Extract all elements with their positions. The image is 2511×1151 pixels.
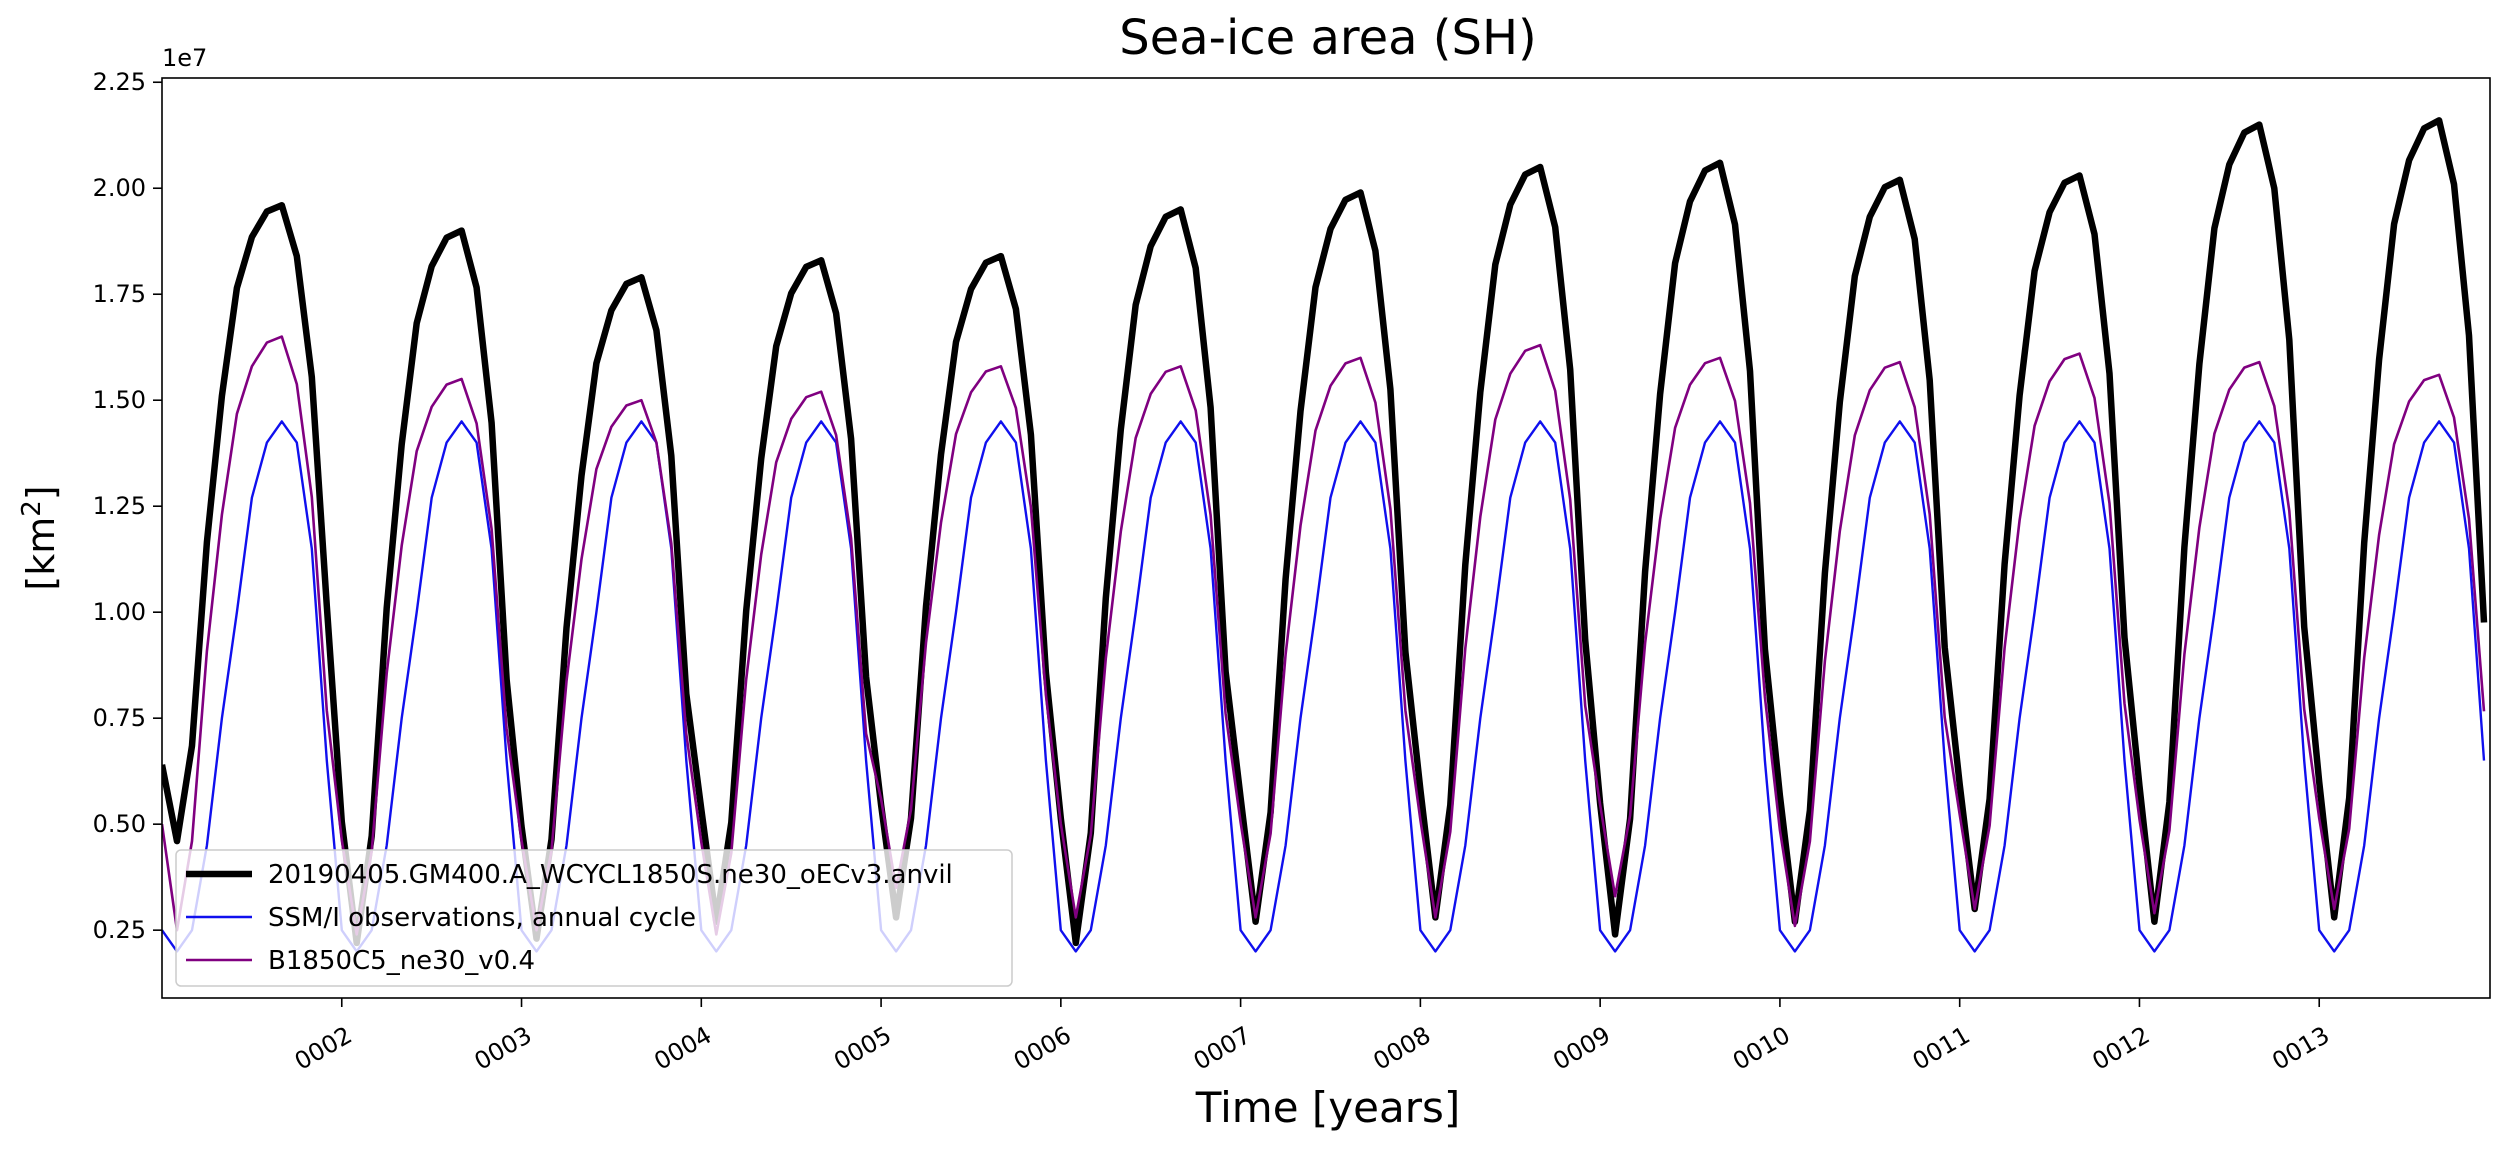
y-tick-label: 1.75 bbox=[93, 280, 146, 308]
y-tick-label: 1.50 bbox=[93, 386, 146, 414]
y-offset-label: 1e7 bbox=[162, 44, 207, 72]
y-tick-label: 1.00 bbox=[93, 598, 146, 626]
y-axis: 0.25 0.50 0.75 1.00 1.25 1.50 1.75 2.00 2.25 bbox=[93, 68, 162, 944]
legend-box bbox=[175, 849, 1013, 987]
y-tick-label: 0.75 bbox=[93, 704, 146, 732]
y-tick-label: 0.50 bbox=[93, 810, 146, 838]
legend: 20190405.GM400.A_WCYCL1850S.ne30_oECv3.a… bbox=[175, 849, 1013, 987]
legend-label-b1850: B1850C5_ne30_v0.4 bbox=[268, 946, 535, 976]
y-tick-label: 2.00 bbox=[93, 174, 146, 202]
plot-frame bbox=[161, 77, 2491, 999]
chart-title: Sea-ice area (SH) bbox=[1119, 10, 1537, 66]
y-tick-label: 1.25 bbox=[93, 492, 146, 520]
legend-label-observations: SSM/I observations, annual cycle bbox=[268, 903, 696, 933]
y-tick-label: 0.25 bbox=[93, 916, 146, 944]
y-axis-label: [km2] bbox=[17, 485, 63, 590]
y-tick-label: 2.25 bbox=[93, 68, 146, 96]
x-axis-label: Time [years] bbox=[1195, 1083, 1461, 1132]
legend-label-model: 20190405.GM400.A_WCYCL1850S.ne30_oECv3.a… bbox=[268, 860, 953, 890]
